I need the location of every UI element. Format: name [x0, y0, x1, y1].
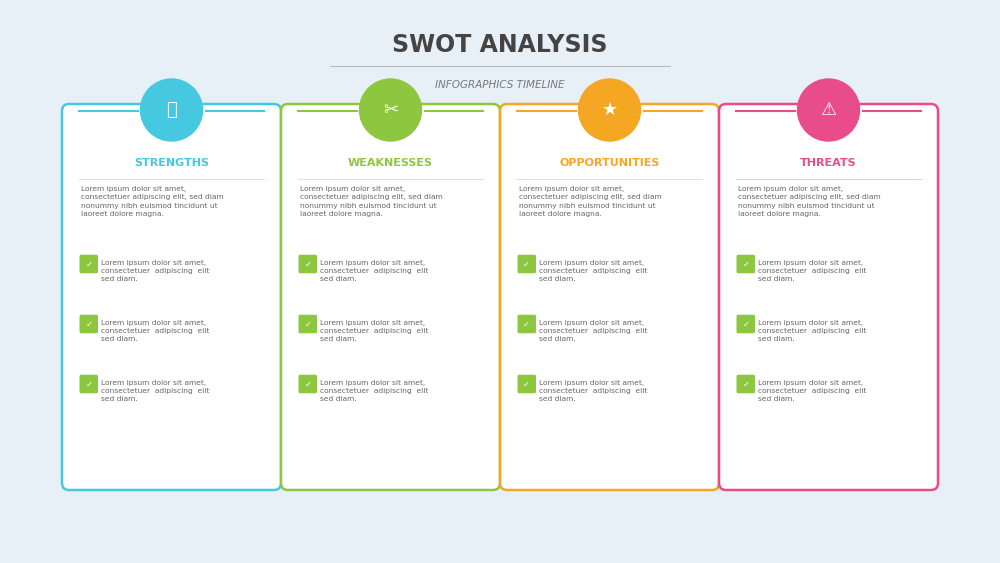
- Text: Lorem ipsum dolor sit amet,
consectetuer  adipiscing  elit
sed diam.: Lorem ipsum dolor sit amet, consectetuer…: [320, 380, 428, 402]
- Text: ✓: ✓: [523, 319, 530, 328]
- Text: INFOGRAPHICS TIMELINE: INFOGRAPHICS TIMELINE: [435, 80, 565, 90]
- Text: Lorem ipsum dolor sit amet,
consectetuer adipiscing elit, sed diam
nonummy nibh : Lorem ipsum dolor sit amet, consectetuer…: [519, 186, 662, 217]
- FancyBboxPatch shape: [62, 104, 281, 490]
- Circle shape: [360, 79, 422, 141]
- Text: Lorem ipsum dolor sit amet,
consectetuer  adipiscing  elit
sed diam.: Lorem ipsum dolor sit amet, consectetuer…: [539, 260, 647, 282]
- Text: ✓: ✓: [523, 260, 530, 269]
- Text: ✓: ✓: [304, 379, 311, 388]
- Text: ✓: ✓: [304, 260, 311, 269]
- Text: ✓: ✓: [742, 260, 749, 269]
- Text: ✂: ✂: [383, 101, 398, 119]
- Text: Lorem ipsum dolor sit amet,
consectetuer  adipiscing  elit
sed diam.: Lorem ipsum dolor sit amet, consectetuer…: [758, 260, 866, 282]
- Text: Lorem ipsum dolor sit amet,
consectetuer  adipiscing  elit
sed diam.: Lorem ipsum dolor sit amet, consectetuer…: [758, 320, 866, 342]
- Text: ★: ★: [601, 101, 618, 119]
- FancyBboxPatch shape: [518, 254, 536, 273]
- Text: Lorem ipsum dolor sit amet,
consectetuer  adipiscing  elit
sed diam.: Lorem ipsum dolor sit amet, consectetuer…: [539, 380, 647, 402]
- FancyBboxPatch shape: [518, 375, 536, 393]
- FancyBboxPatch shape: [299, 254, 317, 273]
- Text: Lorem ipsum dolor sit amet,
consectetuer  adipiscing  elit
sed diam.: Lorem ipsum dolor sit amet, consectetuer…: [320, 320, 428, 342]
- Text: ✓: ✓: [85, 319, 92, 328]
- Text: Lorem ipsum dolor sit amet,
consectetuer  adipiscing  elit
sed diam.: Lorem ipsum dolor sit amet, consectetuer…: [758, 380, 866, 402]
- Circle shape: [798, 79, 860, 141]
- Text: ✓: ✓: [85, 379, 92, 388]
- FancyBboxPatch shape: [518, 315, 536, 333]
- FancyBboxPatch shape: [281, 104, 500, 490]
- Text: ✓: ✓: [742, 379, 749, 388]
- Text: Lorem ipsum dolor sit amet,
consectetuer adipiscing elit, sed diam
nonummy nibh : Lorem ipsum dolor sit amet, consectetuer…: [300, 186, 443, 217]
- Text: THREATS: THREATS: [800, 158, 857, 168]
- Text: Lorem ipsum dolor sit amet,
consectetuer  adipiscing  elit
sed diam.: Lorem ipsum dolor sit amet, consectetuer…: [101, 320, 209, 342]
- Text: Lorem ipsum dolor sit amet,
consectetuer  adipiscing  elit
sed diam.: Lorem ipsum dolor sit amet, consectetuer…: [539, 320, 647, 342]
- Text: Lorem ipsum dolor sit amet,
consectetuer  adipiscing  elit
sed diam.: Lorem ipsum dolor sit amet, consectetuer…: [101, 260, 209, 282]
- Text: ✓: ✓: [742, 319, 749, 328]
- Text: ✓: ✓: [304, 319, 311, 328]
- Text: STRENGTHS: STRENGTHS: [134, 158, 209, 168]
- Circle shape: [141, 79, 203, 141]
- FancyBboxPatch shape: [719, 104, 938, 490]
- Text: Lorem ipsum dolor sit amet,
consectetuer  adipiscing  elit
sed diam.: Lorem ipsum dolor sit amet, consectetuer…: [320, 260, 428, 282]
- Text: ✓: ✓: [523, 379, 530, 388]
- FancyBboxPatch shape: [500, 104, 719, 490]
- Text: SWOT ANALYSIS: SWOT ANALYSIS: [392, 33, 608, 57]
- FancyBboxPatch shape: [80, 315, 98, 333]
- Text: ⚠: ⚠: [820, 101, 837, 119]
- FancyBboxPatch shape: [80, 254, 98, 273]
- Text: Lorem ipsum dolor sit amet,
consectetuer adipiscing elit, sed diam
nonummy nibh : Lorem ipsum dolor sit amet, consectetuer…: [81, 186, 224, 217]
- Text: ✊: ✊: [166, 101, 177, 119]
- Circle shape: [579, 79, 641, 141]
- FancyBboxPatch shape: [80, 375, 98, 393]
- Text: WEAKNESSES: WEAKNESSES: [348, 158, 433, 168]
- Text: ✓: ✓: [85, 260, 92, 269]
- Text: Lorem ipsum dolor sit amet,
consectetuer  adipiscing  elit
sed diam.: Lorem ipsum dolor sit amet, consectetuer…: [101, 380, 209, 402]
- Text: Lorem ipsum dolor sit amet,
consectetuer adipiscing elit, sed diam
nonummy nibh : Lorem ipsum dolor sit amet, consectetuer…: [738, 186, 881, 217]
- FancyBboxPatch shape: [299, 375, 317, 393]
- FancyBboxPatch shape: [737, 315, 755, 333]
- FancyBboxPatch shape: [737, 254, 755, 273]
- FancyBboxPatch shape: [299, 315, 317, 333]
- FancyBboxPatch shape: [737, 375, 755, 393]
- Text: OPPORTUNITIES: OPPORTUNITIES: [559, 158, 660, 168]
